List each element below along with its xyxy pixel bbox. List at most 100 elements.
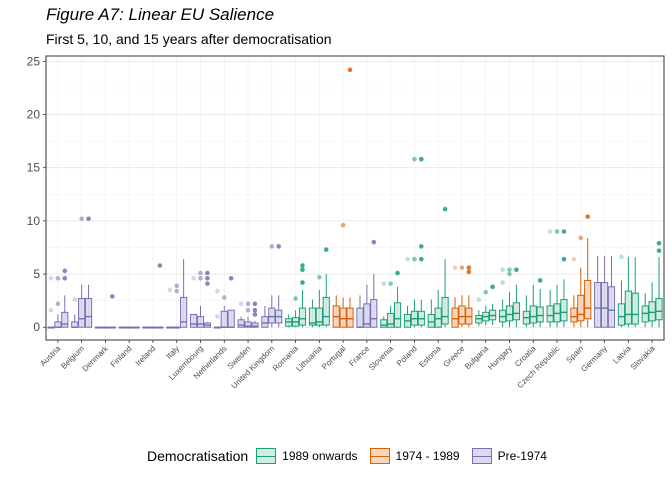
outlier-point [561,256,567,262]
box [584,279,592,320]
x-tick-label: Czech Republic [515,344,561,390]
box [655,298,663,321]
outlier-point [340,222,346,228]
outlier-point [442,206,448,212]
legend-item-pre-1974: Pre-1974 [471,448,547,464]
outlier-point [86,216,91,222]
outlier-point [578,235,584,241]
box [546,305,554,323]
outlier-point [405,256,410,262]
outlier-point [79,216,84,222]
outlier-point [48,307,54,313]
outlier-point [459,265,465,270]
box [180,296,188,328]
outlier-point [205,270,210,276]
outlier-point [507,271,512,277]
outlier-point [174,288,180,294]
box [54,321,62,328]
box [631,292,639,325]
box [363,303,371,328]
outlier-point [215,314,220,319]
outlier-point [55,301,61,307]
outlier-point [205,281,210,286]
outlier-point [507,267,512,273]
box [451,307,459,328]
x-tick-label: Germany [579,344,609,374]
x-tick-label: Spain [564,344,585,365]
box [624,290,632,325]
x-tick-label: Lithuania [294,344,324,374]
outlier-point [191,276,196,281]
legend-label-1989-onwards: 1989 onwards [282,449,358,463]
outlier-point [317,274,322,280]
box [434,307,442,328]
outlier-point [547,229,553,234]
outlier-point [500,280,505,285]
outlier-point [466,269,472,275]
box [78,298,86,328]
legend: Democratisation 1989 onwards 1974 - 1989… [147,445,559,467]
legend-key-pre-1974 [471,448,492,464]
y-tick-label: 0 [33,320,40,334]
y-tick-label: 10 [27,214,41,228]
outlier-point [221,295,227,300]
outlier-point [300,267,305,273]
box [261,316,269,328]
box [577,294,585,322]
outlier-point [238,301,244,307]
outlier-point [245,307,251,313]
outlier-point [245,301,251,307]
box [237,319,245,328]
box [380,319,388,328]
outlier-point [381,281,387,286]
outlier-point [490,284,495,290]
outlier-point [252,307,258,313]
box [427,313,435,328]
box [315,307,323,326]
box [560,299,568,322]
box [607,286,616,328]
outlier-point [619,254,624,260]
outlier-point [300,263,305,268]
box [227,309,235,328]
outlier-point [48,276,54,281]
outlier-point [62,276,68,281]
x-tick-label: Ireland [134,344,158,368]
outlier-point [585,214,591,219]
outlier-point [500,267,505,273]
box [308,307,317,326]
x-tick-label: Slovakia [629,344,657,372]
x-tick-label: Latvia [611,344,633,366]
box [346,307,354,328]
box [196,316,205,328]
chart-title: Figure A7: Linear EU Salience [46,5,275,24]
outlier-point [554,229,560,234]
outlier-point [514,267,519,273]
box [244,321,252,328]
plot-background [46,56,664,340]
outlier-point [157,263,163,268]
outlier-point [371,239,377,245]
outlier-point [347,67,353,73]
outlier-point [452,265,458,270]
box [648,301,656,322]
outlier-point [537,278,543,283]
outlier-point [395,270,400,276]
x-tick-label: Estonia [417,344,443,370]
outlier-point [412,156,417,162]
chart-subtitle: First 5, 10, and 15 years after democrat… [46,31,332,47]
box [617,303,626,326]
legend-key-1989-onwards [256,448,277,464]
outlier-point [55,276,61,281]
y-tick-label: 20 [27,108,41,122]
box [441,296,449,325]
box [190,313,198,328]
outlier-point [198,270,203,276]
outlier-point [656,248,662,253]
y-tick-label: 5 [33,267,40,281]
x-tick-label: Poland [395,344,419,368]
box [529,305,537,324]
outlier-point [167,287,173,293]
x-tick-label: United Kingdom [230,344,277,391]
